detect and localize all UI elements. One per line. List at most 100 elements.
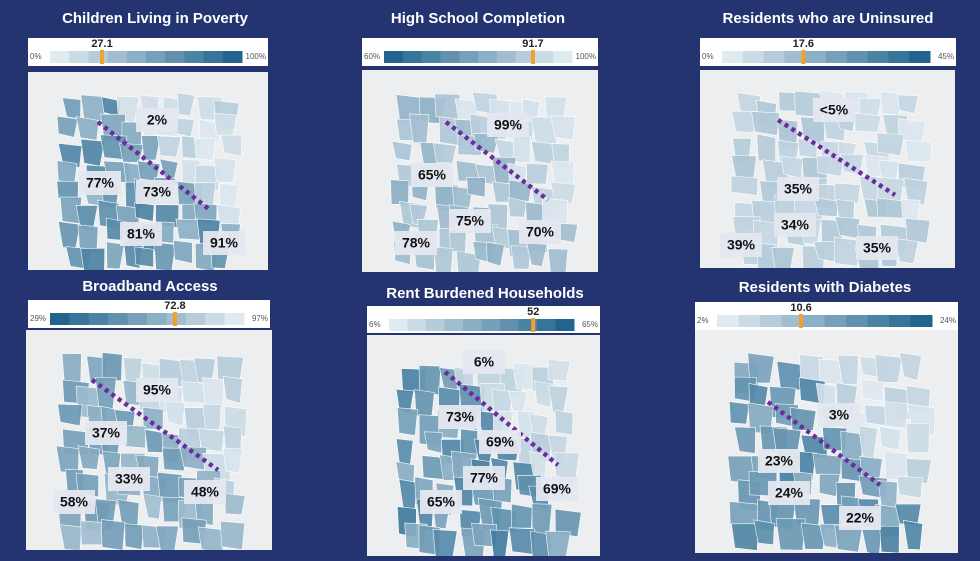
scale-cell [203, 51, 224, 63]
map-region [390, 179, 410, 205]
label-box [720, 233, 762, 257]
map-label: 78% [402, 235, 431, 251]
map-label: 65% [418, 167, 447, 183]
map-label: 39% [727, 237, 756, 253]
scale-cell [88, 51, 109, 63]
panel-title: High School Completion [391, 10, 565, 27]
map-region [550, 115, 576, 141]
map-region [220, 520, 246, 550]
map-region [896, 475, 923, 499]
map-region [819, 473, 841, 497]
scale-cell [440, 51, 460, 63]
scale-cell [826, 51, 848, 63]
divider-line [444, 120, 550, 202]
scale-cell [185, 313, 206, 325]
scale-cell [108, 313, 129, 325]
map-region [56, 115, 79, 138]
scale-marker-value: 52 [527, 306, 539, 318]
scale-cell [867, 51, 889, 63]
label-box [120, 222, 162, 246]
label-box [768, 481, 810, 505]
scale-cell [803, 315, 825, 327]
label-box [487, 113, 529, 137]
scale-marker-value: 91.7 [522, 38, 543, 50]
scale-cell [553, 51, 573, 63]
scale-cell [165, 51, 185, 63]
map-label: 24% [775, 485, 804, 501]
scale-min: 0% [702, 52, 714, 61]
map-region [879, 525, 900, 553]
map-region [77, 445, 101, 470]
scale-cell [463, 319, 482, 331]
map-region [730, 175, 759, 196]
map-region [224, 492, 246, 516]
map-region [729, 501, 759, 528]
map-label: 37% [92, 425, 121, 441]
map-region [771, 246, 795, 268]
map-region [197, 526, 224, 550]
scale-cell [515, 51, 535, 63]
map-region [812, 452, 842, 477]
map-region [884, 451, 908, 480]
map-region [879, 425, 902, 451]
scale-marker [531, 318, 536, 332]
panel-title: Children Living in Poverty [62, 10, 249, 27]
scale-cell [407, 319, 427, 331]
label-box [463, 466, 505, 490]
map-region [213, 157, 237, 183]
map-region [775, 518, 806, 551]
map-region [734, 426, 756, 454]
map-region [789, 406, 817, 431]
map-label: 34% [781, 217, 810, 233]
label-box [203, 231, 245, 255]
map-region [748, 383, 769, 406]
map-label: 77% [470, 470, 499, 486]
scale-cell [722, 51, 744, 63]
panel: Rent Burdened Households 6% 65% 52 6% 73% 69% 7… [367, 285, 600, 556]
panel: High School Completion 60% 100% 91.7 99% 65% 7… [362, 10, 598, 272]
map-label: 35% [863, 240, 892, 256]
scale-cell [846, 51, 869, 63]
map-region [905, 218, 931, 244]
map-region [874, 354, 903, 383]
map-region [904, 140, 932, 163]
scale-cell [889, 315, 911, 327]
map-region [202, 403, 222, 431]
map-region [529, 530, 552, 556]
map-region [222, 448, 244, 474]
label-box [777, 177, 819, 201]
label-box [818, 403, 860, 427]
scale-cell [910, 315, 933, 327]
label-box [184, 480, 226, 504]
scale-marker-value: 27.1 [91, 38, 112, 50]
map-region [554, 508, 582, 538]
map-region [533, 380, 552, 408]
scale-cell [555, 319, 575, 331]
map-region [59, 524, 82, 550]
scale-cell [126, 51, 147, 63]
map-region [550, 181, 577, 205]
map-region [455, 250, 482, 272]
map-label: 6% [474, 354, 495, 370]
map-region [156, 135, 182, 158]
scale-cell [459, 51, 479, 63]
map-region [490, 529, 510, 556]
panel-title: Residents who are Uninsured [723, 10, 934, 27]
label-box [53, 490, 95, 514]
map-region [756, 133, 777, 162]
map-label: <5% [820, 102, 849, 118]
scale-max: 65% [582, 320, 598, 329]
map-region [511, 503, 533, 529]
scale-cell [760, 315, 782, 327]
map-label: 65% [427, 494, 456, 510]
map-label: 58% [60, 494, 89, 510]
scale-cell [500, 319, 519, 331]
map-region [905, 423, 931, 454]
panel: Children Living in Poverty 0% 100% 27.1 2% 77… [28, 10, 268, 270]
scale-cell [402, 51, 423, 63]
map-region [800, 522, 827, 550]
map-label: 70% [526, 224, 555, 240]
map-region [202, 377, 224, 410]
map-region [545, 530, 571, 556]
map-label: 91% [210, 235, 239, 251]
